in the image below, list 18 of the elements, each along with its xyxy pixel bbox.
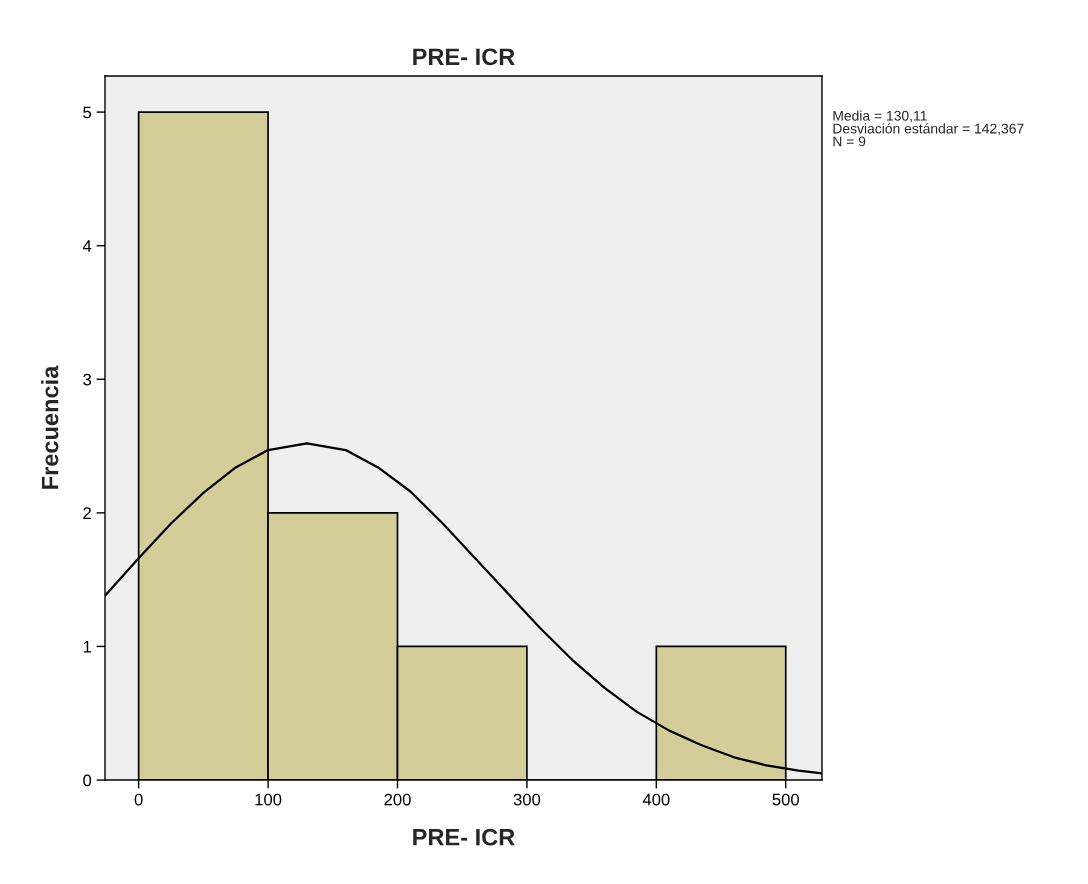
x-tick-label: 0 xyxy=(134,793,143,806)
x-tick-label: 100 xyxy=(255,793,282,806)
y-tick-label: 3 xyxy=(83,373,92,386)
x-axis-title: PRE- ICR xyxy=(413,828,515,846)
y-tick-label: 2 xyxy=(83,507,91,519)
x-tick-label: 200 xyxy=(384,793,411,806)
x-tick-label: 300 xyxy=(513,793,541,806)
text: N = 9 xyxy=(833,136,866,147)
chart-title: PRE- ICR xyxy=(413,48,515,66)
x-tick-label: 500 xyxy=(772,793,799,806)
x-tick-label: 400 xyxy=(642,793,670,806)
text: Media = 130,11 xyxy=(833,110,927,123)
y-tick-label: 5 xyxy=(83,106,92,119)
y-tick-label: 4 xyxy=(82,240,92,252)
text: Desviación estándar = 142,367 xyxy=(833,123,1024,136)
y-axis-title: Frecuencia xyxy=(41,365,59,489)
y-tick-label: 0 xyxy=(83,774,92,787)
y-tick-label: 1 xyxy=(83,641,91,653)
